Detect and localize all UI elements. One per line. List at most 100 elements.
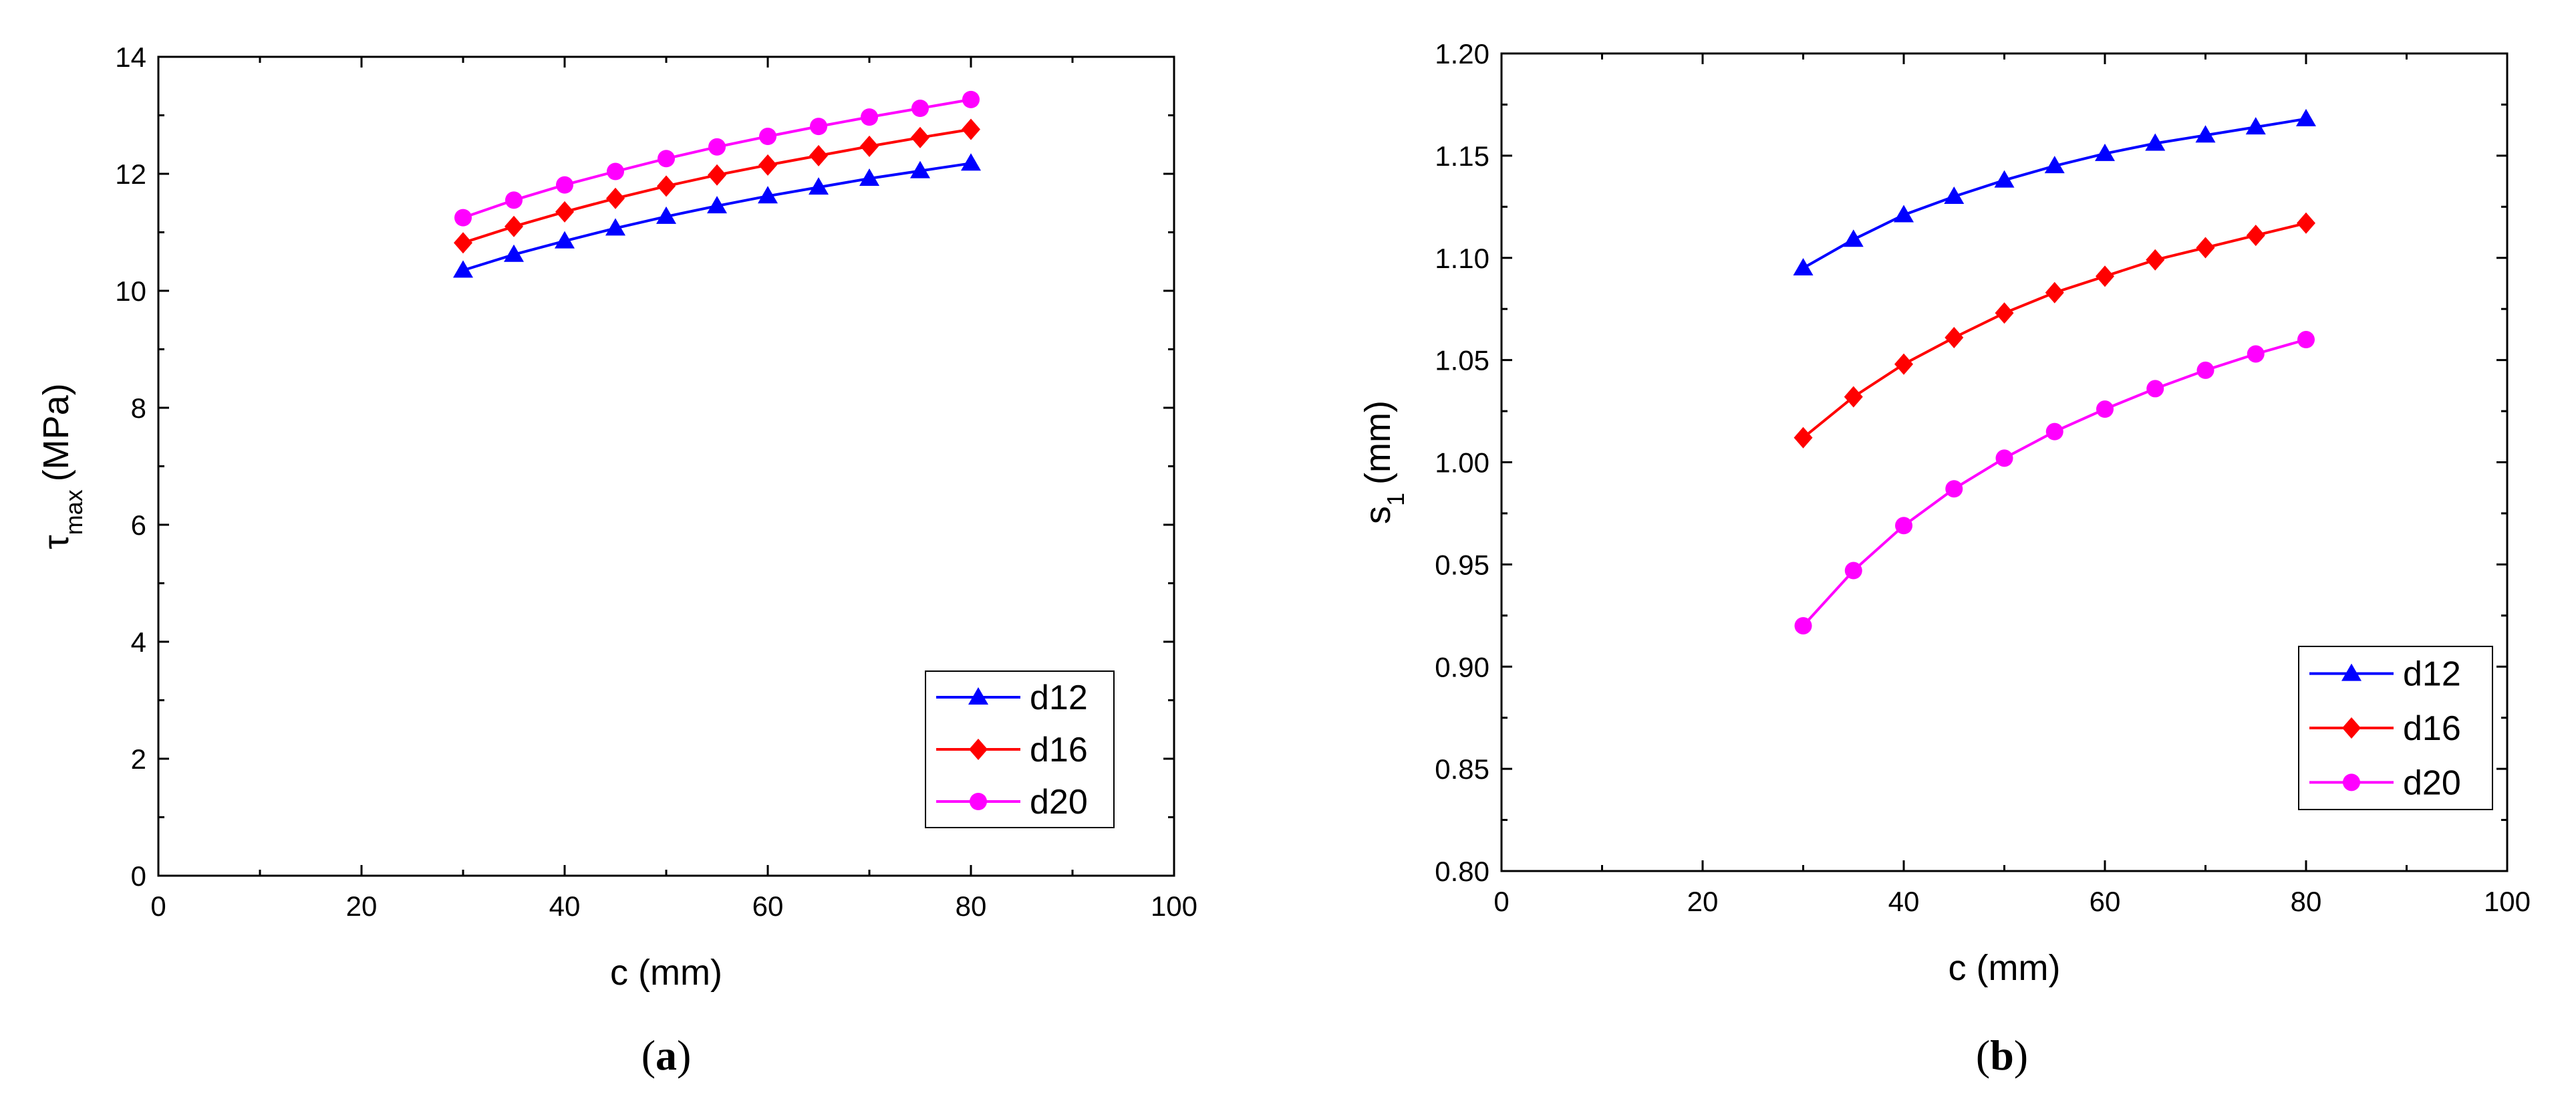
data-point-d16 bbox=[809, 144, 828, 166]
data-point-d12 bbox=[1994, 170, 2015, 188]
series-d12 bbox=[1793, 108, 2316, 276]
data-point-d12 bbox=[504, 244, 524, 262]
series-d16 bbox=[1794, 212, 2315, 449]
data-point-d12 bbox=[809, 177, 829, 195]
panel-a-chart: 0 20 40 60 80 100 0 2 4 6 8 10 12 14 c (mm) τmax (MPa) d1… bbox=[36, 41, 1197, 1079]
legend-marker-d20 bbox=[2343, 773, 2360, 791]
x-tick-label: 100 bbox=[2484, 886, 2531, 917]
legend-marker-d12 bbox=[968, 687, 988, 705]
y-tick-label: 1.20 bbox=[1435, 38, 1489, 70]
y-axis-title: τmax (MPa) bbox=[36, 383, 88, 549]
data-point-d16 bbox=[2045, 281, 2064, 303]
data-point-d12 bbox=[758, 186, 778, 204]
y-axis-title-unit: (mm) bbox=[1358, 400, 1398, 485]
data-point-d12 bbox=[1843, 229, 1864, 247]
data-point-d20 bbox=[1794, 617, 1812, 635]
y-axis-title-subscript: 1 bbox=[1382, 493, 1409, 506]
series-line-d20 bbox=[1802, 338, 2307, 627]
data-point-d12 bbox=[859, 168, 879, 186]
data-point-d20 bbox=[759, 128, 776, 145]
caption-close-paren: ) bbox=[677, 1031, 691, 1079]
data-point-d20 bbox=[505, 191, 523, 209]
legend-label-d20: d20 bbox=[1030, 783, 1088, 822]
data-point-d16 bbox=[505, 215, 523, 237]
data-point-d16 bbox=[2297, 212, 2315, 234]
data-point-d20 bbox=[810, 118, 827, 136]
series-d20 bbox=[454, 90, 980, 227]
caption-close-paren: ) bbox=[2014, 1031, 2028, 1079]
data-point-d12 bbox=[2296, 108, 2316, 126]
x-tick-label: 60 bbox=[752, 890, 784, 922]
series-d16 bbox=[454, 118, 980, 254]
data-point-d20 bbox=[1995, 449, 2013, 467]
data-point-d12 bbox=[656, 206, 676, 224]
x-tick-label: 0 bbox=[150, 890, 166, 922]
data-point-d16 bbox=[2096, 265, 2114, 287]
legend: d12 d16 d20 bbox=[925, 670, 1115, 828]
data-point-d20 bbox=[2096, 400, 2114, 418]
data-point-d20 bbox=[2297, 331, 2315, 349]
data-point-d20 bbox=[911, 100, 929, 117]
panel-b-chart: 0 20 40 60 80 100 0.80 0.85 0.90 0.95 1.00 1.05 1.10… bbox=[1358, 38, 2531, 1079]
caption-open-paren: ( bbox=[641, 1031, 656, 1079]
data-point-d12 bbox=[555, 231, 575, 249]
data-point-d20 bbox=[2146, 380, 2164, 398]
data-point-d20 bbox=[708, 138, 726, 156]
data-point-d20 bbox=[1844, 562, 1862, 580]
y-tick-label: 1.15 bbox=[1435, 140, 1489, 172]
series-line-d12 bbox=[1802, 117, 2307, 269]
y-axis-title-subscript: max bbox=[60, 489, 88, 535]
data-point-d16 bbox=[2196, 237, 2215, 259]
data-point-d12 bbox=[2145, 133, 2166, 151]
y-tick-label: 4 bbox=[131, 626, 146, 658]
data-point-d16 bbox=[1844, 386, 1863, 408]
data-point-d20 bbox=[1895, 517, 1912, 535]
data-point-d12 bbox=[1793, 258, 1814, 276]
x-axis-title: c (mm) bbox=[1949, 948, 2061, 988]
x-tick-label: 60 bbox=[2090, 886, 2121, 917]
data-point-d16 bbox=[758, 154, 777, 176]
data-point-d12 bbox=[961, 153, 981, 171]
data-point-d16 bbox=[657, 175, 676, 197]
x-tick-label: 20 bbox=[1687, 886, 1719, 917]
data-point-d20 bbox=[658, 150, 675, 168]
x-tick-label: 80 bbox=[2291, 886, 2322, 917]
panel-caption: (b) bbox=[1976, 1031, 2028, 1079]
data-point-d20 bbox=[454, 209, 472, 227]
legend-label-d12: d12 bbox=[1030, 679, 1088, 717]
data-point-d20 bbox=[861, 108, 878, 126]
data-point-d12 bbox=[2195, 125, 2216, 143]
legend-marker-d20 bbox=[970, 793, 987, 810]
data-point-d16 bbox=[606, 187, 625, 209]
y-tick-label: 14 bbox=[115, 41, 146, 73]
caption-open-paren: ( bbox=[1976, 1031, 1990, 1079]
data-point-d12 bbox=[910, 160, 930, 178]
caption-letter: a bbox=[656, 1031, 677, 1079]
legend-marker-d12 bbox=[2341, 663, 2362, 681]
x-tick-label: 100 bbox=[1151, 890, 1197, 922]
x-tick-label: 40 bbox=[1888, 886, 1920, 917]
data-point-d20 bbox=[1945, 480, 1963, 498]
data-point-d12 bbox=[1894, 205, 1914, 223]
data-point-d12 bbox=[453, 260, 473, 278]
y-axis-title: s1 (mm) bbox=[1358, 400, 1409, 524]
data-point-d12 bbox=[1944, 187, 1965, 205]
x-axis-title: c (mm) bbox=[610, 953, 722, 993]
y-tick-label: 2 bbox=[131, 743, 146, 775]
data-point-d12 bbox=[2095, 143, 2115, 161]
y-axis-title-symbol: τ bbox=[36, 535, 76, 549]
y-tick-label: 0.85 bbox=[1435, 753, 1489, 785]
y-tick-label: 10 bbox=[115, 275, 146, 307]
x-tick-label: 80 bbox=[956, 890, 987, 922]
series-d12 bbox=[453, 153, 981, 278]
data-point-d16 bbox=[708, 164, 726, 186]
y-tick-label: 0.90 bbox=[1435, 651, 1489, 683]
y-axis-title-symbol: s bbox=[1358, 506, 1398, 524]
y-tick-label: 0.80 bbox=[1435, 856, 1489, 887]
data-point-d16 bbox=[860, 135, 879, 157]
data-point-d16 bbox=[2146, 249, 2165, 271]
data-point-d16 bbox=[454, 232, 472, 254]
x-tick-label: 20 bbox=[346, 890, 378, 922]
data-point-d20 bbox=[2247, 345, 2265, 363]
